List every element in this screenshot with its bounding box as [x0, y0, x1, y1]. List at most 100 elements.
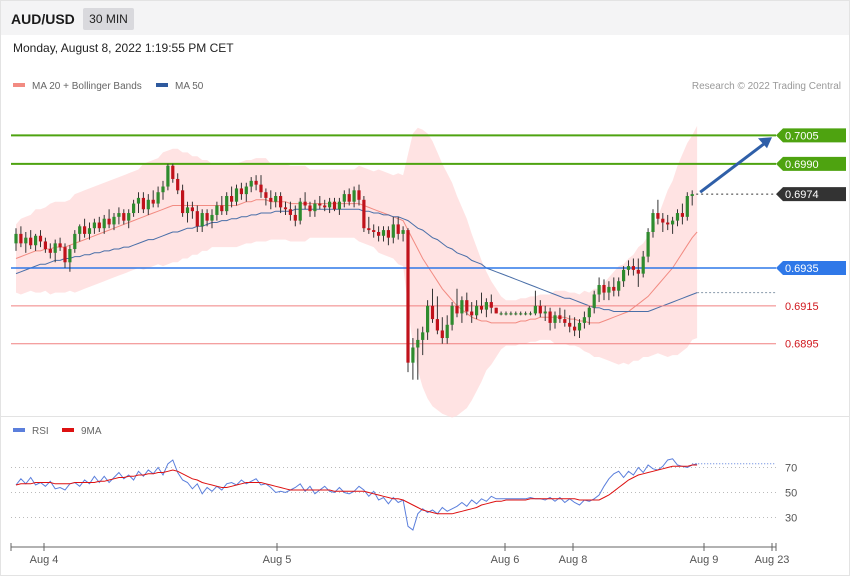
candle-body [328, 201, 332, 208]
candle-body [377, 231, 381, 236]
candle-body [205, 213, 209, 221]
candle-body [597, 285, 601, 295]
candle-body [274, 196, 278, 202]
level-label: 0.6990 [785, 159, 819, 171]
candle-body [362, 199, 366, 229]
level-label: 0.6895 [785, 339, 819, 351]
level-label: 0.6915 [785, 301, 819, 313]
candle-body [210, 214, 214, 221]
candle-body [372, 230, 376, 232]
candle-body [426, 305, 430, 333]
legend-ma20: MA 20 + Bollinger Bands [13, 81, 142, 92]
candle-body [617, 281, 621, 291]
candle-body [323, 205, 327, 208]
candle-body [48, 249, 52, 253]
level-label: 0.7005 [785, 130, 819, 142]
candle-body [136, 197, 141, 204]
candle-body [269, 197, 273, 202]
level-label: 0.6935 [785, 263, 819, 275]
level-tag [776, 156, 846, 171]
candle-body [680, 213, 684, 217]
timeframe-badge[interactable]: 30 MIN [83, 8, 134, 30]
candle-body [132, 203, 136, 214]
candle-body [587, 307, 591, 318]
candle-body [19, 233, 23, 244]
candle-body [543, 311, 547, 314]
candle-body [313, 203, 317, 212]
candle-body [73, 233, 77, 250]
legend-rsi-label: RSI [32, 426, 49, 437]
candle-body [166, 165, 170, 187]
legend-ma20-swatch [13, 83, 25, 88]
rsi-tick-label: 30 [785, 513, 797, 525]
candle-body [568, 322, 572, 327]
candle-body [475, 305, 479, 316]
candle-body [367, 228, 371, 231]
candle-body [563, 319, 567, 323]
symbol-title: AUD/USD [11, 11, 75, 27]
candle-body [176, 178, 180, 191]
x-axis-label: Aug 8 [559, 554, 588, 566]
legend-ma50-swatch [156, 83, 168, 88]
legend-rsi: RSI [13, 426, 49, 437]
candle-body [288, 209, 292, 215]
candle-body [582, 317, 586, 323]
candle-body [259, 184, 263, 193]
legend-ma20-label: MA 20 + Bollinger Bands [32, 81, 142, 92]
candle-body [102, 218, 106, 229]
candle-body [141, 197, 145, 210]
candle-body [656, 213, 660, 219]
candle-body [254, 180, 258, 185]
candle-body [181, 190, 185, 214]
candle-body [577, 322, 582, 331]
chart-header: AUD/USD 30 MIN [1, 1, 849, 35]
candle-body [220, 205, 224, 212]
candle-body [651, 213, 655, 232]
level-tag [776, 187, 846, 202]
candle-body [298, 201, 302, 221]
candle-body [607, 286, 611, 293]
candle-body [34, 235, 38, 246]
legend-rsi-swatch [13, 428, 25, 433]
candle-body [514, 313, 518, 315]
projection-arrowhead [758, 137, 772, 149]
datetime-label: Monday, August 8, 2022 1:19:55 PM CET [13, 41, 234, 55]
candle-body [92, 222, 96, 229]
candle-body [332, 201, 337, 210]
candle-body [440, 330, 444, 339]
candle-body [342, 194, 346, 202]
candle-body [626, 266, 631, 270]
candle-body [122, 213, 126, 221]
candle-body [661, 218, 665, 223]
rsi-tick-label: 50 [785, 488, 797, 500]
level-label: 0.6974 [785, 189, 819, 201]
candle-body [450, 305, 454, 325]
bollinger-band [16, 125, 698, 418]
candle-body [29, 237, 33, 246]
candle-body [230, 196, 234, 202]
candle-body [78, 226, 82, 234]
candle-body [391, 224, 395, 238]
x-axis-label: Aug 6 [491, 554, 520, 566]
candle-body [416, 339, 420, 348]
candle-body [249, 180, 253, 187]
rsi-ma-line [15, 464, 698, 515]
candle-body [117, 213, 121, 217]
candle-body [200, 213, 204, 227]
candle-body [465, 300, 469, 312]
candle-body [602, 285, 606, 293]
candle-body [195, 211, 199, 227]
candle-body [53, 243, 57, 253]
candle-body [264, 192, 268, 198]
candle-body [396, 224, 400, 234]
candle-body [622, 269, 626, 282]
candle-body [430, 305, 435, 320]
candle-body [479, 305, 484, 310]
legend-ma50: MA 50 [156, 81, 203, 92]
candle-body [528, 313, 533, 315]
candle-body [308, 205, 312, 212]
candle-body [283, 207, 288, 210]
candle-body [151, 199, 155, 204]
candle-body [460, 300, 464, 314]
candle-body [303, 201, 307, 206]
